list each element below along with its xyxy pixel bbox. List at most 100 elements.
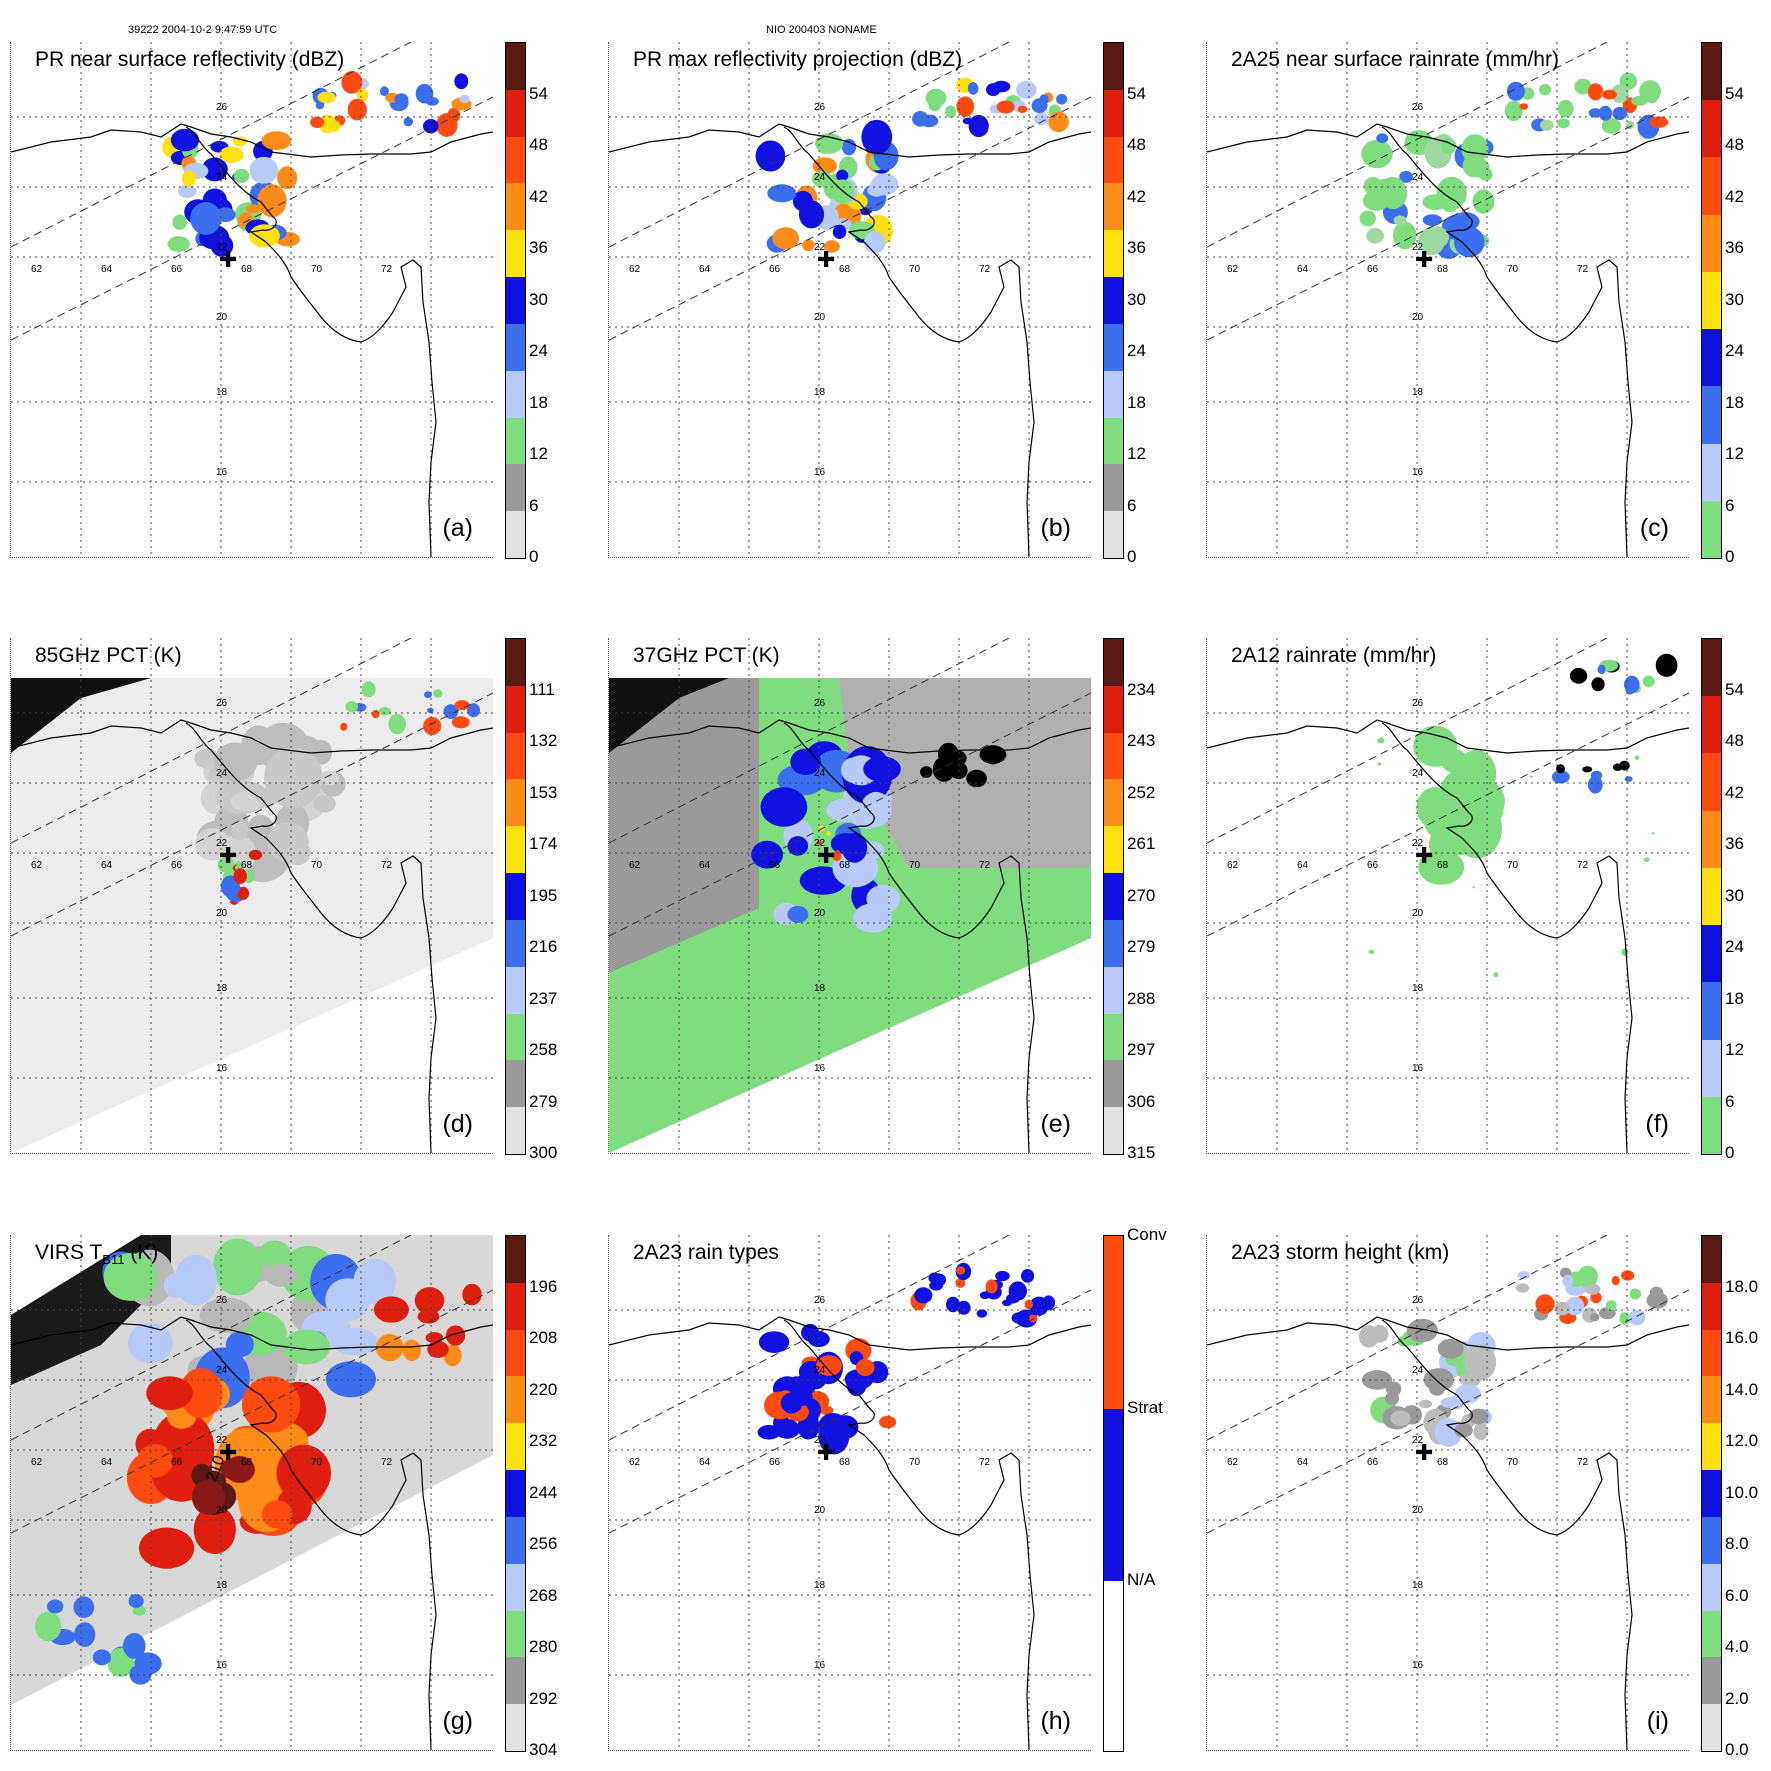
colorbar-segment xyxy=(1104,1107,1123,1154)
map-graphic: ✚ xyxy=(609,1235,1091,1750)
colorbar-segment xyxy=(1104,779,1123,827)
colorbar-tick-label: 252 xyxy=(1127,782,1156,802)
colorbar-tick-label: 54 xyxy=(529,83,548,103)
colorbar-segment xyxy=(506,464,525,512)
map-graphic: ✚ xyxy=(1207,638,1689,1153)
lat-label: 24 xyxy=(216,172,228,183)
panel-title-text: 2A23 rain types xyxy=(633,1241,779,1264)
lat-label: 18 xyxy=(216,983,228,994)
colorbar-segment xyxy=(506,43,525,90)
rain-area xyxy=(1565,1296,1585,1316)
map-a: ✚ 62 64 66 68 70 72 26 24 22 20 18 16 PR near surface… xyxy=(10,42,493,558)
pct-field xyxy=(211,835,237,852)
rain-area xyxy=(425,97,439,106)
rain-area xyxy=(855,1359,875,1376)
rain-area xyxy=(1366,228,1385,244)
rain-area xyxy=(1574,78,1592,95)
pct-field xyxy=(264,747,323,809)
lon-label: 70 xyxy=(311,264,323,275)
rain-area xyxy=(182,170,196,187)
lon-label: 64 xyxy=(101,1457,113,1468)
colorbar-tick-label: 6 xyxy=(1725,495,1735,515)
colorbar-segment xyxy=(1702,982,1721,1040)
colorbar-segment xyxy=(1104,1581,1123,1751)
colorbar-segment xyxy=(506,1282,525,1330)
lon-label: 64 xyxy=(699,264,711,275)
swath-boundary xyxy=(609,1235,1091,1534)
lon-label: 64 xyxy=(101,860,113,871)
colorbar-tick-label: 18 xyxy=(1725,988,1744,1008)
convective-cell xyxy=(233,868,247,885)
header-center: NIO 200403 NONAME xyxy=(766,24,877,36)
rain-area xyxy=(928,98,942,112)
lon-label: 70 xyxy=(311,1457,323,1468)
colorbar-segment xyxy=(506,966,525,1014)
cloud-field xyxy=(276,1444,331,1502)
pct-field xyxy=(863,756,901,782)
panel-letter: (d) xyxy=(442,1110,473,1138)
cloud-field xyxy=(179,1368,223,1418)
cloud-field xyxy=(241,1376,301,1433)
colorbar-tick-label: 6 xyxy=(529,495,539,515)
colorbar-segment xyxy=(506,1423,525,1471)
rain-area xyxy=(1361,139,1393,169)
colorbar-segment xyxy=(1702,696,1721,754)
pct-field xyxy=(760,787,808,827)
lat-label: 22 xyxy=(216,242,228,253)
rain-area xyxy=(190,202,222,235)
rain-area xyxy=(436,113,458,137)
lat-label: 26 xyxy=(216,102,228,113)
colorbar-segment xyxy=(506,1657,525,1705)
colorbar-segment xyxy=(1702,810,1721,868)
rain-area xyxy=(257,184,287,218)
rain-area xyxy=(1376,133,1389,144)
colorbar-tick-label: 18.0 xyxy=(1725,1276,1759,1296)
rain-area xyxy=(215,207,236,223)
rain-area xyxy=(1504,100,1523,122)
cloud-core xyxy=(219,1458,249,1480)
rain-area xyxy=(996,100,1015,114)
colorbar-tick-label: 42 xyxy=(1725,186,1744,206)
lon-label: 66 xyxy=(1367,264,1379,275)
lat-label: 18 xyxy=(1412,387,1424,398)
colorbar-segment xyxy=(1702,329,1721,387)
rain-area xyxy=(1619,1312,1631,1325)
rain-area xyxy=(1454,1423,1473,1438)
lat-label: 16 xyxy=(814,1063,826,1074)
storm-center-icon: ✚ xyxy=(219,844,237,869)
graticule xyxy=(11,42,493,557)
lon-label: 68 xyxy=(839,1457,851,1468)
cloud-field xyxy=(325,1361,376,1398)
rain-area xyxy=(1621,948,1629,957)
colorbar-tick-label: 54 xyxy=(1725,83,1744,103)
lat-label: 18 xyxy=(814,387,826,398)
colorbar-tick-label: 208 xyxy=(529,1328,558,1347)
rain-area xyxy=(985,1279,998,1294)
lat-label: 24 xyxy=(1412,1365,1424,1376)
colorbar-tick-label: 315 xyxy=(1127,1143,1156,1162)
cloud-field xyxy=(325,1278,371,1322)
colorbar-segment xyxy=(1104,370,1123,418)
lon-label: 62 xyxy=(629,1457,641,1468)
lat-label: 16 xyxy=(216,1660,228,1671)
colorbar-segment xyxy=(1702,100,1721,158)
lat-label: 24 xyxy=(814,768,826,779)
panel-title-text: 2A23 storm height (km) xyxy=(1231,1241,1450,1264)
rain-area xyxy=(403,117,414,127)
rain-area xyxy=(310,116,325,128)
colorbar-tick-label: 0 xyxy=(1725,1143,1735,1162)
rain-area xyxy=(812,157,837,175)
lon-label: 68 xyxy=(1437,860,1449,871)
colorbar-segment xyxy=(506,1704,525,1751)
lat-label: 24 xyxy=(814,172,826,183)
rain-area xyxy=(1406,1318,1438,1343)
lon-label: 70 xyxy=(909,860,921,871)
colorbar-segment xyxy=(1104,43,1123,90)
colorbar-segment xyxy=(1104,919,1123,967)
rain-area xyxy=(277,166,298,190)
lon-label: 62 xyxy=(629,264,641,275)
colorbar-segment xyxy=(506,826,525,874)
rain-area xyxy=(1642,675,1655,688)
colorbar-tick-label: 258 xyxy=(529,1040,558,1059)
rain-area xyxy=(1589,1313,1600,1322)
